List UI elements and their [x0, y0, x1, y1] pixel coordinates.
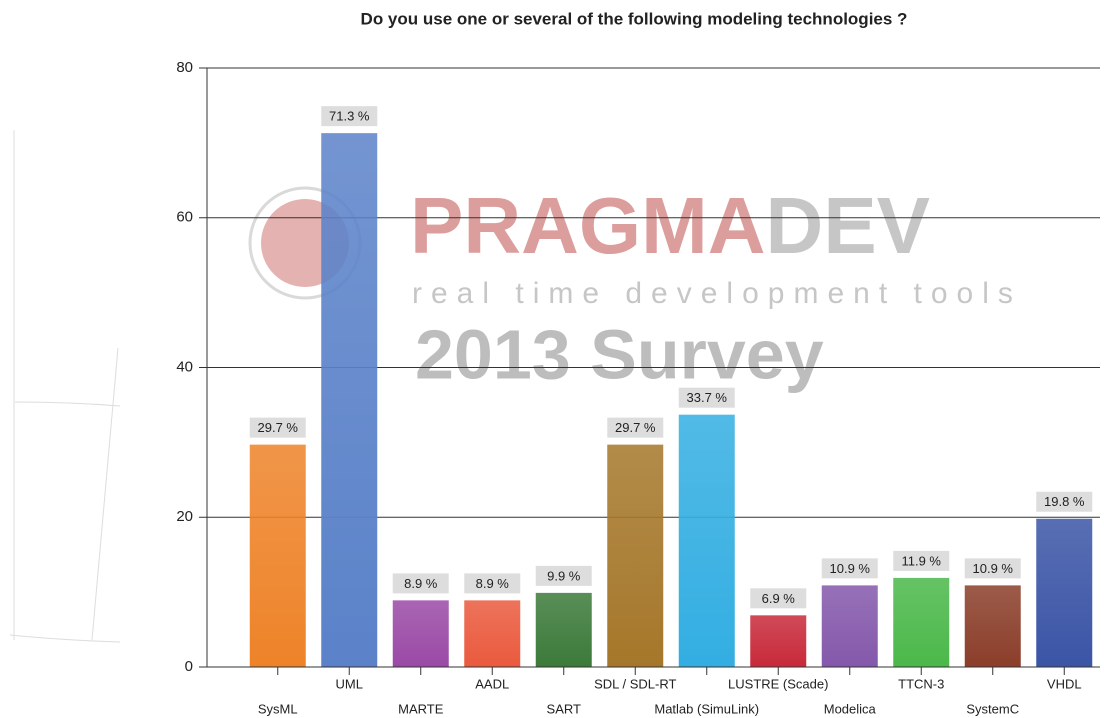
value-label: 19.8 %	[1044, 494, 1085, 509]
value-label: 10.9 %	[830, 561, 871, 576]
value-label-box	[607, 417, 664, 438]
bar	[607, 444, 664, 667]
value-label: 8.9 %	[404, 576, 438, 591]
bar	[893, 577, 950, 667]
watermark-brand-b: DEV	[766, 181, 931, 270]
value-label: 29.7 %	[615, 420, 656, 435]
x-tick-label: AADL	[475, 676, 509, 691]
value-label: 11.9 %	[901, 553, 941, 568]
bar	[464, 600, 521, 667]
value-label-box	[321, 106, 378, 127]
x-tick-label: Matlab (SimuLink)	[654, 701, 759, 716]
value-label: 29.7 %	[258, 420, 299, 435]
x-tick-label: Modelica	[824, 701, 877, 716]
bar	[678, 414, 735, 667]
x-tick-label: SysML	[258, 701, 298, 716]
value-label-box	[464, 573, 521, 594]
bar	[750, 615, 807, 667]
watermark-brand: PRAGMADEV	[410, 181, 930, 270]
bar	[964, 585, 1021, 667]
watermark-tagline: real time development tools	[412, 277, 1022, 310]
value-label: 8.9 %	[476, 576, 510, 591]
y-tick-label: 60	[176, 209, 193, 226]
x-tick-label: SDL / SDL-RT	[594, 676, 676, 691]
value-label: 6.9 %	[762, 591, 796, 606]
bar	[392, 600, 449, 667]
y-tick-label: 40	[176, 358, 193, 375]
x-tick-label: SystemC	[966, 701, 1019, 716]
x-tick-label: TTCN-3	[898, 676, 944, 691]
watermark-survey: 2013 Survey	[415, 315, 824, 393]
value-label-box	[750, 588, 807, 609]
x-tick-label: VHDL	[1047, 676, 1082, 691]
chart-title: Do you use one or several of the followi…	[361, 9, 908, 28]
value-label-box	[893, 550, 950, 571]
x-tick-label: UML	[336, 676, 363, 691]
x-tick-label: MARTE	[398, 701, 444, 716]
x-tick-label: LUSTRE (Scade)	[728, 676, 828, 691]
value-label: 10.9 %	[973, 561, 1014, 576]
y-tick-label: 80	[176, 59, 193, 76]
value-label-box	[964, 558, 1021, 579]
y-tick-label: 20	[176, 508, 193, 525]
bar	[321, 133, 378, 668]
bar	[821, 585, 878, 667]
value-label: 33.7 %	[687, 390, 728, 405]
value-label-box	[678, 387, 735, 408]
y-tick-label: 0	[185, 658, 193, 675]
value-label: 71.3 %	[329, 109, 370, 124]
value-label: 9.9 %	[547, 568, 581, 583]
bar	[535, 592, 592, 667]
value-label-box	[821, 558, 878, 579]
x-tick-label: SART	[547, 701, 581, 716]
watermark-brand-a: PRAGMA	[410, 181, 766, 270]
bar	[249, 444, 306, 667]
value-label-box	[249, 417, 306, 438]
bar	[1036, 518, 1093, 667]
side-decoration	[9, 130, 121, 643]
value-label-box	[535, 565, 592, 586]
value-label-box	[1036, 491, 1093, 512]
watermark: PRAGMADEV real time development tools 20…	[248, 181, 1022, 393]
value-label-box	[392, 573, 449, 594]
